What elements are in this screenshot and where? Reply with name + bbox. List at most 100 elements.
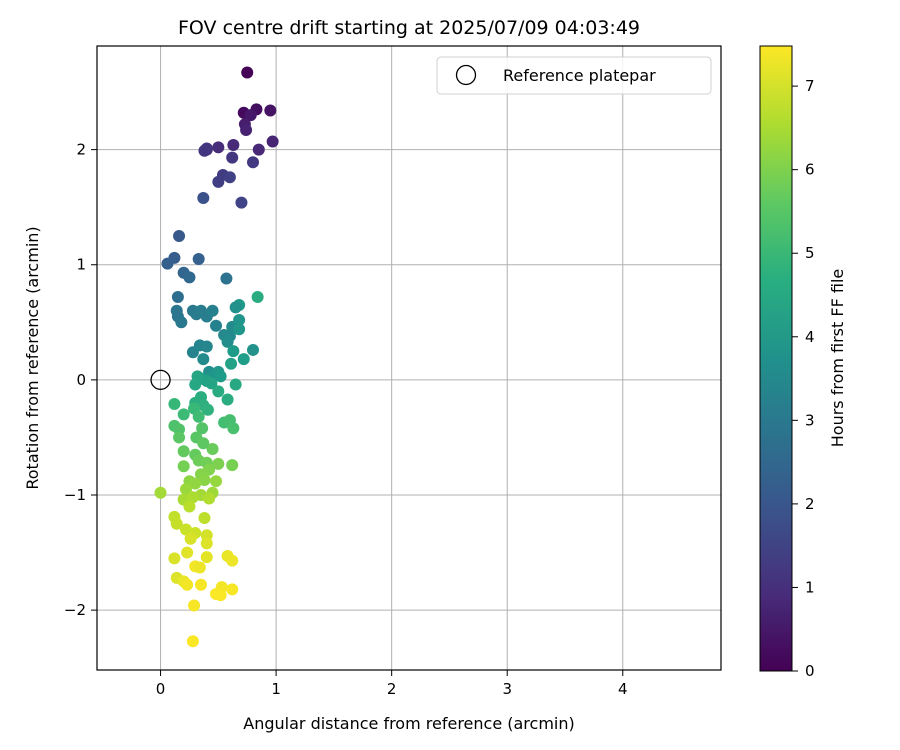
data-point [205, 377, 218, 390]
data-point [189, 378, 202, 391]
reference-platepar-marker [150, 369, 171, 391]
data-point [212, 141, 225, 154]
y-tick-label: −1 [64, 486, 86, 504]
y-tick-label: 0 [76, 371, 86, 389]
x-tick-label: 4 [618, 680, 628, 698]
colorbar-tick-label: 2 [805, 495, 815, 513]
data-point [189, 477, 202, 490]
data-point [177, 460, 190, 473]
colorbar-tick-label: 6 [805, 161, 815, 179]
data-point [177, 408, 190, 421]
data-point [210, 475, 223, 488]
data-point [177, 445, 190, 458]
legend-entry-reference-platepar: Reference platepar [503, 66, 656, 85]
data-point [244, 109, 257, 122]
data-point [223, 171, 236, 184]
data-point [203, 492, 216, 505]
data-point [227, 345, 240, 358]
data-point [206, 442, 219, 455]
data-point [181, 578, 194, 591]
colorbar-tick-label: 7 [805, 77, 815, 95]
data-point [220, 272, 233, 285]
data-point [186, 491, 199, 504]
data-point [198, 512, 211, 525]
data-point [225, 357, 238, 370]
colorbar-tick-label: 5 [805, 244, 815, 262]
data-point [161, 257, 174, 270]
data-point [171, 290, 184, 303]
data-point [206, 304, 219, 317]
data-point [214, 370, 227, 383]
data-point [168, 552, 181, 565]
data-point [266, 135, 279, 148]
data-point [183, 500, 196, 513]
y-axis-label: Rotation from reference (arcmin) [23, 226, 42, 489]
plot-frame [96, 45, 722, 671]
data-point [226, 151, 239, 164]
data-point [200, 340, 213, 353]
data-point [229, 301, 242, 314]
data-point [181, 546, 194, 559]
x-axis-label: Angular distance from reference (arcmin) [243, 714, 574, 733]
legend-reference-marker [455, 64, 477, 86]
data-point [233, 323, 246, 336]
data-point [227, 139, 240, 152]
legend-box [436, 56, 712, 95]
data-point [214, 589, 227, 602]
data-point [193, 561, 206, 574]
data-point [247, 343, 259, 356]
grid-lines [97, 46, 721, 670]
data-point [227, 422, 240, 435]
colorbar-label: Hours from first FF file [828, 269, 847, 448]
data-point [184, 532, 197, 545]
data-point [196, 422, 209, 435]
colorbar-tick-label: 0 [805, 662, 815, 680]
data-point [168, 398, 181, 411]
data-point [221, 335, 234, 348]
data-point [197, 437, 210, 450]
colorbar [759, 45, 793, 672]
data-point [264, 104, 277, 117]
data-point [226, 459, 239, 472]
data-point [186, 635, 199, 648]
data-point [251, 290, 264, 303]
data-point [179, 523, 192, 536]
colorbar-ticks: 0 1 2 3 4 5 6 7 [792, 77, 815, 680]
data-point [175, 316, 188, 329]
colorbar-tick-label: 1 [805, 578, 815, 596]
y-axis-ticks: −2 −1 0 1 2 [64, 141, 97, 619]
data-point [221, 393, 234, 406]
y-tick-label: 1 [76, 256, 86, 274]
legend: Reference platepar [436, 56, 712, 95]
y-tick-label: −2 [64, 601, 86, 619]
data-point [200, 537, 213, 550]
data-point [179, 483, 192, 496]
data-point [192, 410, 205, 423]
y-tick-label: 2 [76, 141, 86, 159]
data-point [198, 474, 211, 487]
data-point [192, 252, 205, 265]
colorbar-tick-label: 4 [805, 328, 815, 346]
data-point [252, 143, 265, 156]
data-point [237, 353, 250, 366]
x-axis-ticks: 0 1 2 3 4 [156, 670, 628, 698]
x-tick-label: 2 [387, 680, 397, 698]
data-point [201, 403, 214, 416]
data-point [212, 175, 225, 188]
data-point [229, 378, 242, 391]
data-point [247, 156, 259, 169]
data-point [210, 319, 223, 332]
x-tick-label: 0 [156, 680, 166, 698]
data-point [197, 191, 210, 204]
data-point [173, 431, 186, 444]
data-point [197, 353, 210, 366]
data-point [188, 599, 201, 612]
chart-title: FOV centre drift starting at 2025/07/09 … [178, 17, 640, 39]
data-point [195, 578, 207, 591]
data-point [183, 271, 196, 284]
data-point [212, 385, 225, 398]
data-point [226, 554, 239, 567]
x-tick-label: 3 [502, 680, 512, 698]
data-point [173, 229, 186, 242]
